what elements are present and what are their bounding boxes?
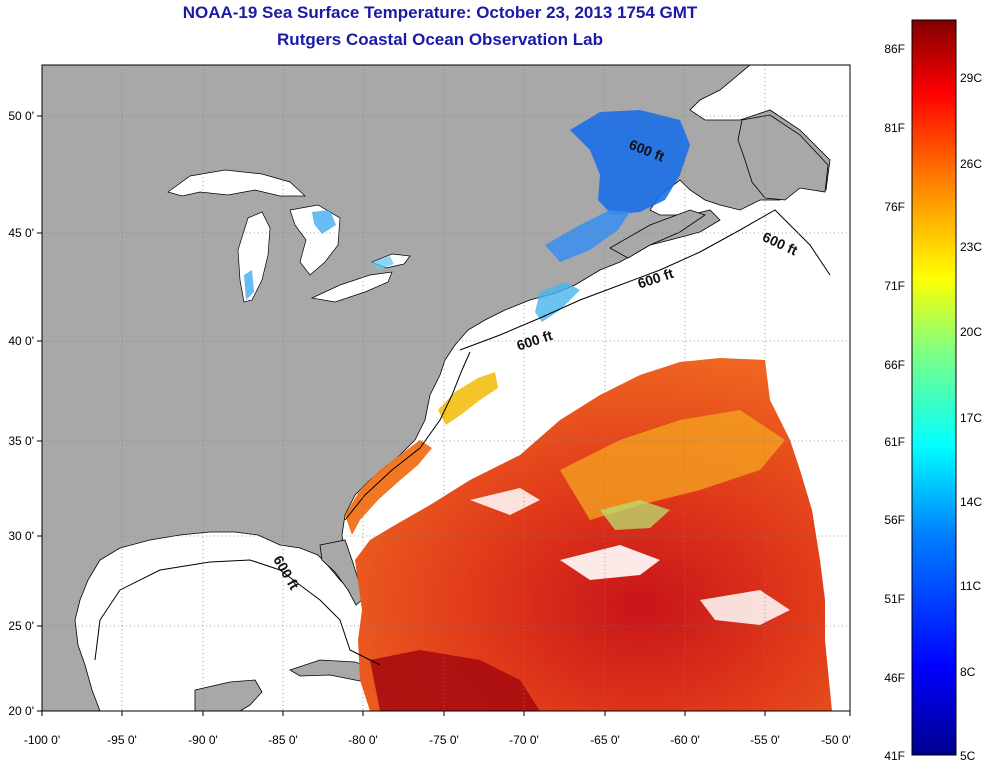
lat-tick-label: 30 0'	[8, 529, 34, 543]
colorbar-c-label: 8C	[960, 665, 976, 679]
lon-tick-label: -60 0'	[670, 733, 700, 747]
colorbar-fahrenheit-labels: 86F 81F 76F 71F 66F 61F 56F 51F 46F 41F	[884, 42, 905, 763]
colorbar-f-label: 46F	[884, 671, 905, 685]
sst-caribbean	[370, 650, 540, 711]
colorbar	[911, 19, 957, 756]
lon-tick-label: -70 0'	[509, 733, 539, 747]
map-frame	[41, 64, 851, 712]
colorbar-celsius-labels: 29C 26C 23C 20C 17C 14C 11C 8C 5C	[960, 71, 982, 763]
lon-tick-label: -80 0'	[348, 733, 378, 747]
lon-tick-label: -50 0'	[821, 733, 851, 747]
sst-gulf-of-maine	[535, 282, 580, 322]
contour-600ft-northeast	[459, 209, 831, 351]
lake-erie	[310, 271, 393, 303]
map-title: NOAA-19 Sea Surface Temperature: October…	[182, 3, 698, 22]
colorbar-f-label: 81F	[884, 121, 905, 135]
lat-tick-label: 40 0'	[8, 334, 34, 348]
sst-atlantic-greenish	[600, 500, 670, 530]
sst-atlantic-band	[560, 410, 785, 520]
colorbar-f-label: 51F	[884, 592, 905, 606]
lat-tick-label: 35 0'	[8, 434, 34, 448]
cloud-gap-1	[560, 545, 660, 580]
map-subtitle: Rutgers Coastal Ocean Observation Lab	[277, 30, 603, 49]
lon-tick-label: -75 0'	[429, 733, 459, 747]
colorbar-f-label: 61F	[884, 435, 905, 449]
colorbar-c-label: 23C	[960, 240, 982, 254]
land-yucatan	[194, 679, 263, 711]
colorbar-c-label: 5C	[960, 749, 976, 763]
colorbar-c-label: 29C	[960, 71, 982, 85]
contour-600ft-gulf	[94, 559, 381, 666]
land-north-america	[42, 65, 831, 711]
colorbar-f-label: 71F	[884, 279, 905, 293]
colorbar-f-label: 56F	[884, 513, 905, 527]
colorbar-f-label: 86F	[884, 42, 905, 56]
sst-lake-erie	[372, 256, 394, 270]
land-florida	[319, 539, 363, 606]
cloud-gap-2	[700, 590, 790, 625]
land-newfoundland	[737, 114, 829, 201]
lon-tick-label: -55 0'	[750, 733, 780, 747]
lon-tick-label: -65 0'	[590, 733, 620, 747]
sst-lake-michigan	[244, 270, 254, 300]
land-nova-scotia	[609, 209, 706, 259]
colorbar-c-label: 20C	[960, 325, 982, 339]
contour-600ft-southeast	[344, 351, 471, 521]
lat-tick-label: 45 0'	[8, 226, 34, 240]
colorbar-f-label: 66F	[884, 358, 905, 372]
latitude-labels: 20 0' 25 0' 30 0' 35 0' 40 0' 45 0' 50 0…	[8, 109, 34, 718]
axis-ticks	[37, 115, 851, 716]
sst-gulf-stream	[345, 440, 432, 535]
lake-superior	[167, 169, 306, 197]
colorbar-f-label: 41F	[884, 749, 905, 763]
lon-tick-label: -95 0'	[107, 733, 137, 747]
longitude-labels: -100 0' -95 0' -90 0' -85 0' -80 0' -75 …	[24, 733, 851, 747]
graticule	[42, 65, 850, 711]
colorbar-f-label: 76F	[884, 200, 905, 214]
sst-lake-huron	[312, 210, 336, 234]
colorbar-c-label: 14C	[960, 495, 982, 509]
lat-tick-label: 50 0'	[8, 109, 34, 123]
lat-tick-label: 25 0'	[8, 619, 34, 633]
colorbar-c-label: 26C	[960, 157, 982, 171]
colorbar-c-label: 17C	[960, 411, 982, 425]
sst-st-lawrence-estuary	[545, 210, 630, 262]
sst-gulf-st-lawrence	[570, 110, 690, 215]
lon-tick-label: -100 0'	[24, 733, 60, 747]
lon-tick-label: -85 0'	[268, 733, 298, 747]
lat-tick-label: 20 0'	[8, 704, 34, 718]
sst-mid-atlantic-yellow	[438, 372, 498, 425]
lon-tick-label: -90 0'	[188, 733, 218, 747]
cloud-gap-3	[470, 488, 540, 515]
colorbar-c-label: 11C	[960, 579, 981, 593]
